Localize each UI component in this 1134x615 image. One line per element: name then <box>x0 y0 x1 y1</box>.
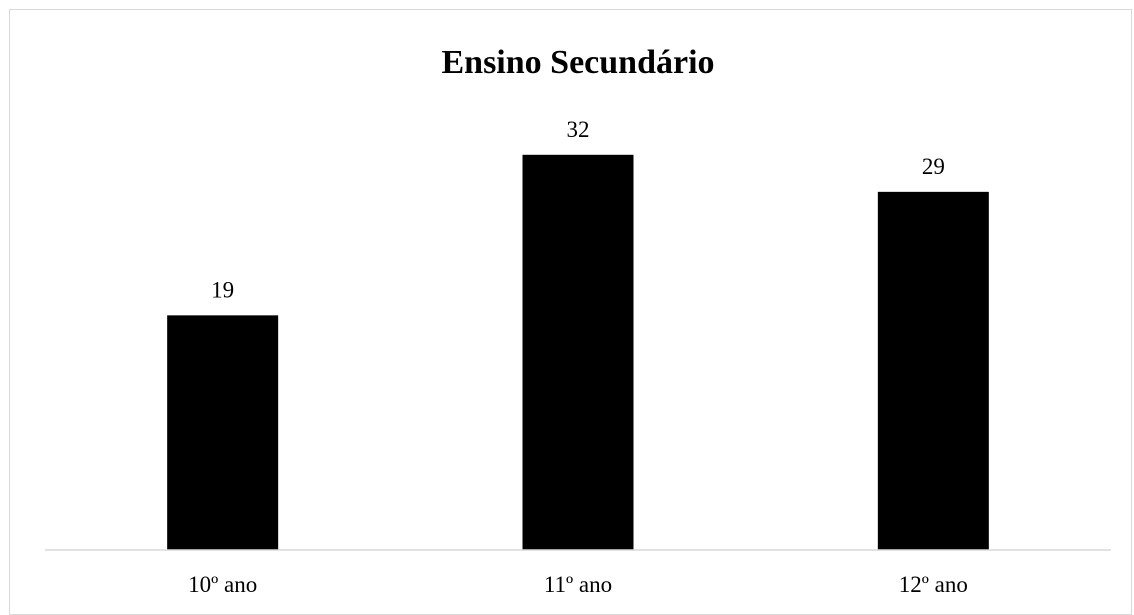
data-label-1: 19 <box>211 277 234 302</box>
x-tick-label-3: 12º ano <box>899 572 968 597</box>
x-tick-label-2: 11º ano <box>544 572 612 597</box>
bars-group <box>167 154 989 551</box>
bar-3 <box>877 191 989 550</box>
bar-2 <box>522 154 634 551</box>
data-label-3: 29 <box>922 154 945 179</box>
bar-1 <box>167 315 279 550</box>
chart-title: Ensino Secundário <box>441 44 714 81</box>
data-label-2: 32 <box>567 117 590 142</box>
labels-group: 19 10º ano 32 11º ano 29 12º ano <box>188 117 968 597</box>
x-tick-label-1: 10º ano <box>188 572 257 597</box>
